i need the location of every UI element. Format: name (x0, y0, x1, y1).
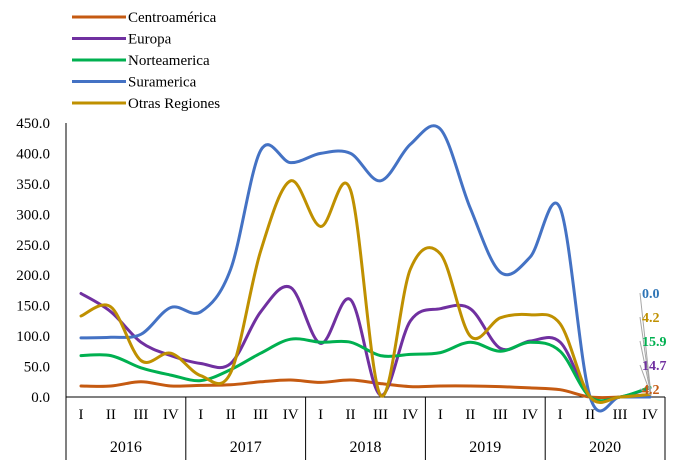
legend-label: Norteamerica (128, 53, 210, 69)
legend: Centroamérica Europa Norteamerica Surameric… (72, 10, 220, 112)
year-label: 2020 (589, 439, 621, 456)
y-tick-label: 200.0 (16, 268, 50, 284)
x-tick-label: IV (163, 407, 179, 423)
leader-line (639, 340, 652, 396)
leader-line (639, 364, 652, 396)
x-tick-label: III (493, 407, 508, 423)
leader-line (639, 388, 652, 396)
y-tick-label: 450.0 (16, 116, 50, 132)
x-tick-label: III (133, 407, 148, 423)
y-tick-label: 100.0 (16, 329, 50, 345)
year-label: 2016 (110, 439, 142, 456)
x-tick-label: I (558, 407, 563, 423)
end-value-labels: 0.0 4.2 15.9 14.7 4.2 (639, 287, 667, 398)
y-tick-label: 350.0 (16, 177, 50, 193)
x-tick-label: III (613, 407, 628, 423)
y-tick-label: 50.0 (24, 360, 50, 376)
x-tick-label: I (198, 407, 203, 423)
x-tick-label: IV (403, 407, 419, 423)
x-tick-label: II (465, 407, 475, 423)
legend-label: Otras Regiones (128, 96, 220, 112)
y-tick-label: 0.0 (31, 390, 50, 406)
legend-label: Suramerica (128, 75, 197, 91)
series-line (79, 337, 652, 403)
end-value-label: 15.9 (642, 335, 667, 350)
x-tick-label: II (346, 407, 356, 423)
y-tick-label: 400.0 (16, 146, 50, 162)
y-tick-label: 250.0 (16, 238, 50, 254)
y-tick-label: 300.0 (16, 207, 50, 223)
year-label: 2018 (350, 439, 382, 456)
end-value-label: 4.2 (642, 383, 660, 398)
year-label: 2019 (469, 439, 501, 456)
end-value-label: 14.7 (642, 359, 667, 374)
year-label: 2017 (230, 439, 262, 456)
leader-line (639, 316, 652, 396)
series-line (79, 179, 652, 404)
series-lines (79, 124, 652, 413)
y-tick-label: 150.0 (16, 299, 50, 315)
x-tick-label: III (253, 407, 268, 423)
x-tick-label: I (78, 407, 83, 423)
x-tick-label: III (373, 407, 388, 423)
x-tick-label: IV (283, 407, 299, 423)
x-tick-label: IV (642, 407, 658, 423)
x-tick-label: II (585, 407, 595, 423)
end-value-label: 4.2 (642, 311, 660, 326)
legend-label: Centroamérica (128, 10, 217, 26)
x-tick-label: II (106, 407, 116, 423)
x-tick-label: I (438, 407, 443, 423)
x-tick-label: II (226, 407, 236, 423)
legend-label: Europa (128, 32, 172, 48)
leader-line (639, 292, 652, 396)
x-tick-label: IV (522, 407, 538, 423)
end-value-label: 0.0 (642, 287, 660, 302)
x-tick-label: I (318, 407, 323, 423)
series-line (79, 378, 652, 400)
series-line (79, 124, 652, 413)
y-axis: 0.0 50.0 100.0 150.0 200.0 250.0 300.0 350.0 400… (16, 116, 67, 406)
